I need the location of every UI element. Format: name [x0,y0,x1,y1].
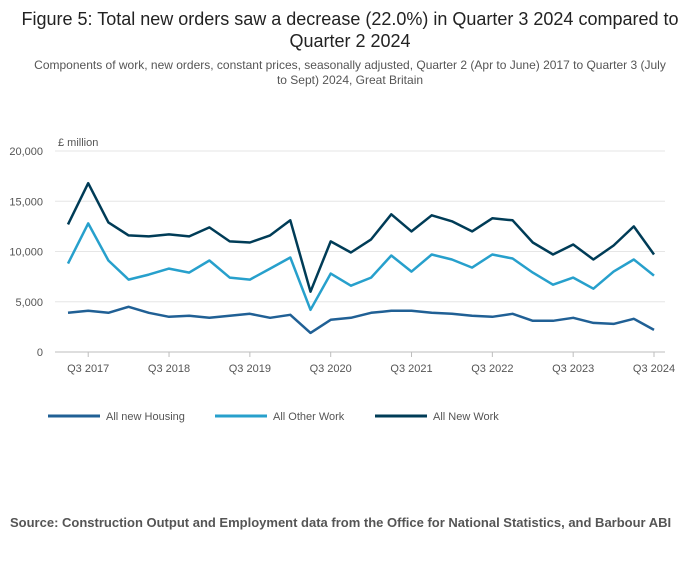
series-line-all-other-work [66,222,655,312]
x-axis: Q3 2017 Q3 2018 Q3 2019 Q3 2020 Q3 2021 Q3 20… [67,352,675,375]
legend: All new Housing All Other Work All New Wor… [48,411,499,423]
x-tick-label: Q3 2022 [471,363,513,375]
x-tick-label: Q3 2021 [390,363,432,375]
series-lines [66,181,656,335]
legend-label: All New Work [433,411,499,423]
legend-label: All Other Work [273,411,345,423]
y-axis-unit-label: £ million [58,137,98,149]
x-tick-label: Q3 2023 [552,363,594,375]
y-tick-label: 5,000 [15,297,43,309]
x-tick-label: Q3 2020 [310,363,352,375]
y-tick-label: 20,000 [9,146,43,158]
source-note: Source: Construction Output and Employme… [10,515,672,530]
series-line-all-new-housing [67,305,655,335]
y-tick-label: 15,000 [9,196,43,208]
y-tick-label: 10,000 [9,247,43,259]
x-tick-label: Q3 2018 [148,363,190,375]
legend-label: All new Housing [106,411,185,423]
x-tick-label: Q3 2024 [633,363,675,375]
y-axis: 0 5,000 10,000 15,000 20,000 £ million [9,137,98,359]
line-chart: 0 5,000 10,000 15,000 20,000 £ million Q3 201… [9,137,675,423]
chart-title: Figure 5: Total new orders saw a decreas… [21,9,679,51]
x-tick-label: Q3 2017 [67,363,109,375]
x-tick-label: Q3 2019 [229,363,271,375]
series-line-all-new-work [66,181,656,293]
grid-lines [55,150,665,353]
y-tick-label: 0 [37,347,43,359]
chart-subtitle: Components of work, new orders, constant… [34,58,666,87]
